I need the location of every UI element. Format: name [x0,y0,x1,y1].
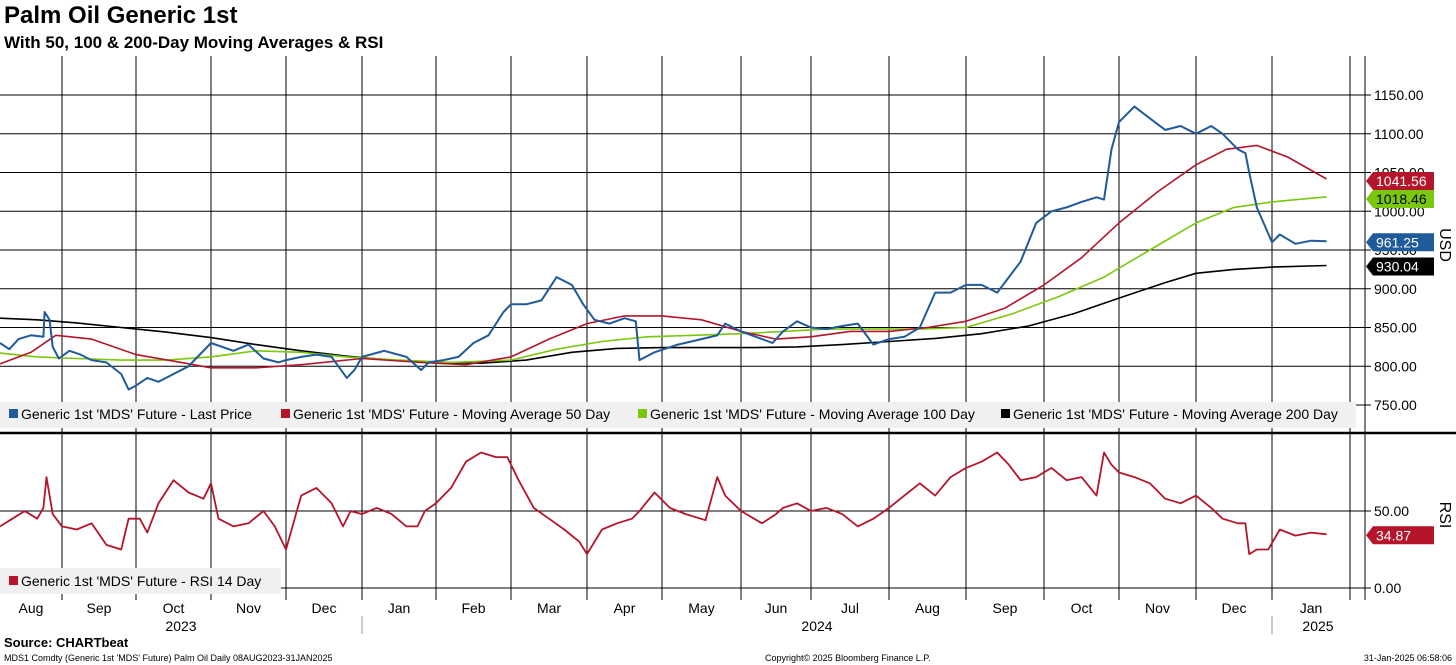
x-year-label: 2025 [1302,618,1333,634]
x-month-label: Sep [87,600,112,616]
x-month-label: Nov [1145,600,1170,616]
legend-swatch [638,409,647,418]
legend-swatch [9,576,18,585]
rsi-last-value-bg [1366,526,1434,545]
x-year-label: 2023 [165,618,196,634]
x-month-label: Mar [537,600,561,616]
main-y-tick-label: 1100.00 [1374,126,1424,142]
x-month-label: Apr [614,600,636,616]
x-month-label: May [688,600,714,616]
rsi-legend-background [0,568,281,594]
x-month-label: Oct [1071,600,1093,616]
x-month-label: Sep [993,600,1018,616]
rsi-y-tick-label: 0.00 [1374,580,1401,596]
legend-label: Generic 1st 'MDS' Future - Moving Averag… [1013,406,1338,422]
legend-swatch [9,409,18,418]
main-y-axis-title: USD [1436,228,1453,262]
legend-swatch [281,409,290,418]
ma100-last-value-bg [1366,189,1434,208]
footer-copyright: Copyright© 2025 Bloomberg Finance L.P. [765,653,931,663]
ma50-last-value-bg [1366,172,1434,191]
x-month-label: Jun [765,600,788,616]
last-value-labels: 1041.56 1018.46 961.25 930.04 34.87 [1366,172,1434,545]
main-y-tick-label: 850.00 [1374,320,1417,336]
last-price-last-value: 961.25 [1376,234,1419,250]
chart-title: Palm Oil Generic 1st [4,2,238,29]
ma200-last-value-bg [1366,257,1434,276]
legend-label: Generic 1st 'MDS' Future - Moving Averag… [650,406,975,422]
main-y-tick-label: 900.00 [1374,281,1417,297]
rsi-y-tick-label: 50.00 [1374,503,1409,519]
main-y-tick-label: 1150.00 [1374,87,1424,103]
rsi-y-axis-title: RSI [1436,502,1453,529]
x-year-label: 2024 [801,618,832,634]
footer-timestamp: 31-Jan-2025 06:58:06 [1363,653,1452,663]
axes: 750.00800.00850.00900.00950.001000.00105… [19,56,1453,634]
x-month-label: Aug [19,600,44,616]
legend-label: Generic 1st 'MDS' Future - Moving Averag… [293,406,610,422]
footer-description: MDS1 Comdty (Generic 1st 'MDS' Future) P… [4,653,333,663]
x-month-label: Nov [236,600,261,616]
legend-swatch [1001,409,1010,418]
series-ma50-line [0,144,1327,369]
ma50-last-value: 1041.56 [1376,173,1427,189]
chart-subtitle: With 50, 100 & 200-Day Moving Averages &… [4,33,384,52]
series-lines [0,105,1327,555]
x-month-label: Jan [1300,600,1323,616]
x-month-label: Dec [312,600,337,616]
x-month-label: Feb [461,600,485,616]
legend: Generic 1st 'MDS' Future - Last Price Gen… [0,402,1356,594]
legend-label: Generic 1st 'MDS' Future - Last Price [21,406,252,422]
x-month-label: Aug [915,600,940,616]
last-price-last-value-bg [1366,233,1434,252]
legend-background [0,402,1356,428]
ma100-last-value: 1018.46 [1376,191,1427,207]
source-note: Source: CHARTbeat [4,635,129,650]
series-ma200-line [0,264,1327,364]
main-y-tick-label: 800.00 [1374,358,1417,374]
series-rsi-line [0,451,1327,555]
x-month-label: Jan [388,600,411,616]
ma200-last-value: 930.04 [1376,258,1419,274]
main-y-tick-label: 750.00 [1374,397,1417,413]
x-month-label: Oct [163,600,185,616]
x-month-label: Jul [841,600,859,616]
legend-label: Generic 1st 'MDS' Future - RSI 14 Day [21,573,261,589]
rsi-last-value: 34.87 [1376,527,1411,543]
series-ma100-line [0,196,1327,364]
series-last-price-line [0,105,1327,391]
x-month-label: Dec [1222,600,1247,616]
